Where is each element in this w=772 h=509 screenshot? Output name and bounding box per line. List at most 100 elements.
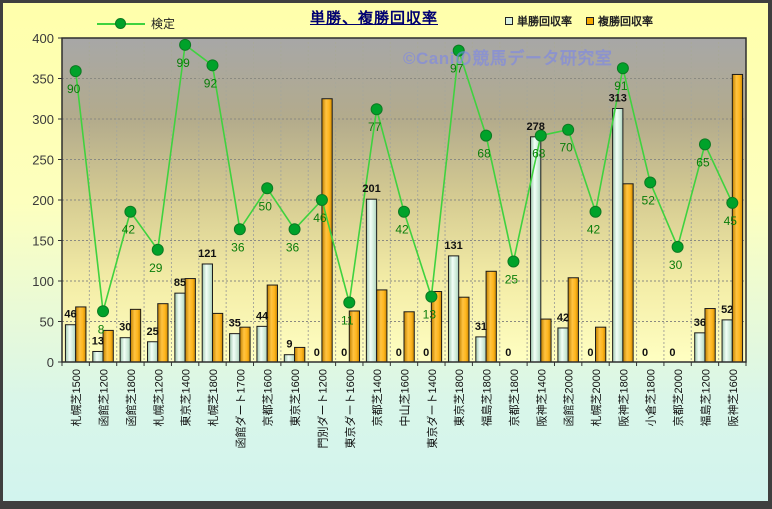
y-axis-label: 250 — [32, 153, 54, 168]
bar-tansho — [92, 350, 104, 363]
kentei-point — [452, 44, 465, 57]
bar-fukusho — [211, 312, 224, 363]
line-value-label: 36 — [231, 240, 245, 254]
bar-value-label: 31 — [475, 321, 487, 333]
x-axis-label: 東京ダート1400 — [425, 369, 439, 448]
kentei-point — [151, 243, 164, 256]
x-axis-label: 札幌芝2000 — [589, 369, 603, 426]
x-axis-label: 札幌芝1800 — [206, 369, 220, 426]
bar-value-label: 121 — [198, 248, 216, 260]
kentei-point — [97, 305, 110, 318]
bar-value-label: 0 — [314, 347, 320, 359]
bar-fukusho — [458, 296, 470, 363]
bar-fukusho — [704, 308, 716, 363]
line-value-label: 36 — [286, 240, 300, 254]
bar-value-label: 201 — [362, 183, 380, 195]
bar-value-label: 313 — [609, 92, 627, 104]
line-value-label: 13 — [423, 308, 437, 322]
bar-value-label: 0 — [669, 347, 675, 359]
bar-tansho — [119, 337, 131, 363]
kentei-point — [698, 138, 711, 151]
kentei-point — [616, 62, 629, 75]
bar-value-label: 0 — [642, 347, 648, 359]
x-axis-label: 東京ダート1600 — [343, 369, 357, 448]
kentei-point — [206, 59, 219, 72]
kentei-point — [288, 223, 301, 236]
y-axis-label: 300 — [32, 112, 54, 127]
legend-item-fukusho: 複勝回収率 — [586, 13, 653, 29]
y-axis-label: 150 — [32, 234, 54, 249]
bar-tansho — [283, 354, 296, 363]
bar-value-label: 13 — [92, 335, 104, 347]
kentei-point — [644, 176, 657, 189]
kentei-point — [507, 255, 520, 268]
bar-value-label: 52 — [721, 304, 733, 316]
bar-value-label: 36 — [694, 317, 706, 329]
bar-tansho — [229, 333, 241, 363]
fukusho-swatch-icon — [586, 17, 594, 25]
legend-item-tansho: 単勝回収率 — [505, 13, 572, 29]
kentei-dot-icon — [115, 17, 126, 29]
kentei-point — [480, 129, 493, 142]
bar-fukusho — [157, 303, 169, 363]
x-axis-label: 中山芝1600 — [399, 369, 412, 426]
line-value-label: 97 — [450, 62, 464, 76]
x-axis-label: 小倉芝1800 — [644, 369, 658, 426]
x-axis-label: 京都芝1600 — [261, 369, 275, 426]
x-axis-label: 京都芝2000 — [671, 369, 685, 426]
bar-fukusho — [595, 326, 607, 363]
x-axis-label: 阪神芝1800 — [616, 369, 630, 426]
bar-fukusho — [622, 183, 634, 363]
x-axis-label: 阪神芝1400 — [534, 369, 548, 426]
line-value-label: 29 — [149, 261, 163, 275]
y-axis-label: 400 — [32, 31, 54, 46]
bar-value-label: 9 — [286, 339, 292, 351]
bar-value-label: 85 — [174, 277, 186, 289]
kentei-point — [589, 205, 602, 218]
x-axis-label: 函館芝1200 — [97, 369, 111, 426]
kentei-point — [671, 240, 684, 253]
bar-tansho — [365, 198, 378, 363]
bar-value-label: 46 — [64, 309, 76, 321]
kentei-point — [562, 123, 575, 136]
kentei-point — [726, 196, 739, 209]
bar-tansho — [530, 136, 542, 363]
bar-value-label: 0 — [505, 347, 511, 359]
kentei-point — [343, 296, 356, 309]
line-value-label: 50 — [259, 199, 273, 213]
bar-value-label: 25 — [147, 326, 159, 338]
x-axis-label: 京都芝1800 — [507, 369, 521, 426]
legend-kentei-label: 検定 — [151, 17, 176, 31]
legend-kentei: 検定 — [97, 15, 175, 32]
bar-tansho — [174, 292, 186, 363]
legend-fukusho-label: 複勝回収率 — [598, 16, 653, 28]
tansho-swatch-icon — [505, 17, 513, 25]
line-value-label: 91 — [614, 79, 628, 93]
bar-value-label: 35 — [229, 318, 241, 330]
bar-tansho — [201, 263, 213, 363]
bar-tansho — [256, 325, 268, 363]
x-axis-label: 福島芝1200 — [698, 369, 712, 426]
bar-value-label: 0 — [396, 347, 402, 359]
kentei-point — [315, 194, 328, 207]
bar-tansho — [612, 107, 624, 363]
plot-border — [61, 37, 747, 363]
bar-value-label: 44 — [256, 310, 269, 322]
bar-value-label: 0 — [587, 347, 593, 359]
bar-value-label: 30 — [119, 322, 131, 334]
bar-value-label: 42 — [557, 312, 569, 324]
x-axis-label: 札幌芝1200 — [151, 369, 165, 426]
bar-fukusho — [75, 306, 87, 363]
bar-fukusho — [266, 284, 278, 363]
line-value-label: 70 — [559, 141, 573, 155]
line-value-label: 25 — [505, 272, 519, 286]
line-value-label: 8 — [98, 322, 105, 336]
bar-fukusho — [294, 346, 306, 363]
y-axis-label: 100 — [32, 274, 54, 289]
legend-series: 単勝回収率 複勝回収率 — [505, 13, 653, 29]
bar-fukusho — [102, 329, 114, 363]
bar-value-label: 278 — [526, 121, 544, 133]
bar-value-label: 0 — [423, 347, 429, 359]
line-value-label: 42 — [122, 223, 136, 237]
kentei-point — [370, 103, 383, 116]
